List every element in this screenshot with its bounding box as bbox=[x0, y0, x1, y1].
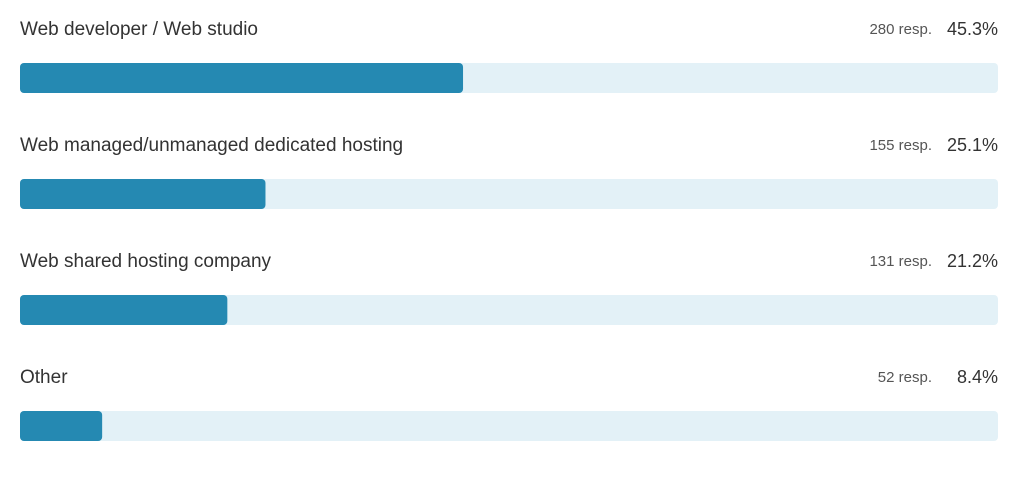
response-count: 131 resp. bbox=[869, 253, 932, 270]
response-count: 280 resp. bbox=[869, 21, 932, 38]
bar bbox=[20, 63, 464, 93]
percent-label: 21.2% bbox=[947, 251, 998, 271]
bar bbox=[20, 179, 266, 209]
response-count: 155 resp. bbox=[869, 137, 932, 154]
bar-track bbox=[20, 295, 998, 325]
percent-label: 25.1% bbox=[947, 135, 998, 155]
category-label: Web developer / Web studio bbox=[20, 19, 258, 40]
bar bbox=[20, 411, 103, 441]
category-label: Web shared hosting company bbox=[20, 251, 272, 272]
category-label: Web managed/unmanaged dedicated hosting bbox=[20, 135, 403, 156]
category-label: Other bbox=[20, 367, 68, 388]
response-count: 52 resp. bbox=[878, 369, 932, 386]
bar-track bbox=[20, 411, 998, 441]
percent-label: 45.3% bbox=[947, 19, 998, 39]
percent-label: 8.4% bbox=[957, 367, 998, 387]
bar bbox=[20, 295, 228, 325]
